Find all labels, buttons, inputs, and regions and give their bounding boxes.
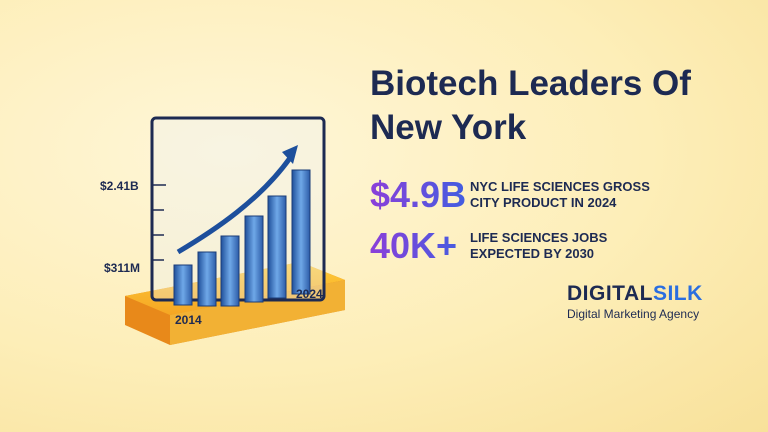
stat: 40K+ LIFE SCIENCES JOBS EXPECTED BY 2030 (370, 225, 670, 267)
bars (173, 169, 311, 307)
title: Biotech Leaders Of New York (370, 64, 691, 147)
stat-value: $4.9B (370, 174, 470, 216)
axis-label: $311M (104, 261, 140, 275)
stat-label: LIFE SCIENCES JOBS EXPECTED BY 2030 (470, 230, 608, 261)
year-label: 2024 (296, 287, 323, 301)
stat-value: 40K+ (370, 225, 470, 267)
logo: DIGITALSILK Digital Marketing Agency (567, 282, 703, 321)
brand-part: DIGITAL (567, 282, 653, 305)
brand-part: SILK (652, 282, 703, 305)
brand: DIGITALSILK (567, 282, 703, 306)
tagline: Digital Marketing Agency (567, 307, 700, 321)
year-label: 2014 (175, 313, 202, 327)
stat: $4.9B NYC LIFE SCIENCES GROSS CITY PRODU… (370, 174, 670, 216)
ticks (152, 184, 166, 261)
trend-arrow (176, 156, 293, 255)
stat-label: NYC LIFE SCIENCES GROSS CITY PRODUCT IN … (470, 179, 650, 210)
base-front (170, 280, 345, 345)
axis-label: $2.41B (100, 179, 139, 193)
arrow-head (282, 145, 298, 164)
